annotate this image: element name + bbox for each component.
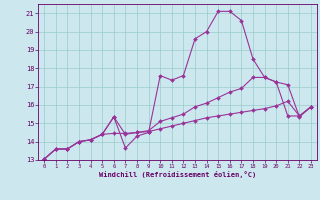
X-axis label: Windchill (Refroidissement éolien,°C): Windchill (Refroidissement éolien,°C)	[99, 171, 256, 178]
